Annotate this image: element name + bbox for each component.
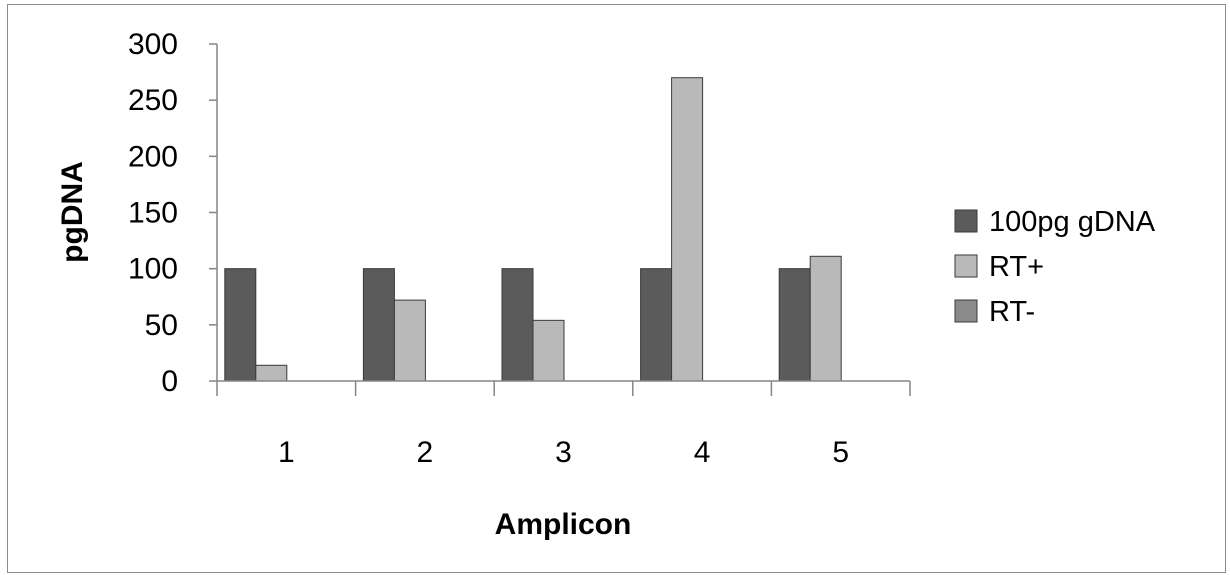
chart-frame (7, 4, 1226, 573)
bar-rt-5 (809, 255, 842, 382)
legend-label: RT+ (989, 251, 1044, 283)
x-tick-label: 5 (832, 436, 849, 469)
y-tick-label: 100 (128, 253, 178, 286)
bar-100pg-gdna-2 (362, 268, 395, 382)
bar-100pg-gdna-1 (224, 268, 257, 382)
bar-rt-3 (532, 319, 565, 382)
y-tick-label: 200 (128, 140, 178, 173)
legend-swatch (954, 299, 978, 323)
y-tick-label: 50 (145, 309, 178, 342)
y-tick-label: 300 (128, 28, 178, 61)
bar-100pg-gdna-3 (501, 268, 534, 382)
legend-swatch (954, 209, 978, 233)
y-tick-label: 250 (128, 84, 178, 117)
bars (224, 77, 842, 382)
x-tick-label: 4 (694, 436, 711, 469)
bar-rt-4 (671, 77, 704, 382)
legend-label: RT- (989, 296, 1035, 328)
x-axis-title: Amplicon (495, 508, 632, 541)
x-tick-label: 3 (555, 436, 572, 469)
bar-rt-1 (255, 364, 288, 382)
bar-100pg-gdna-4 (640, 268, 673, 382)
legend-label: 100pg gDNA (989, 206, 1156, 238)
x-tick-label: 1 (278, 436, 295, 469)
y-axis-title: pgDNA (56, 161, 89, 263)
legend-swatch (954, 254, 978, 278)
x-tick-label: 2 (417, 436, 434, 469)
bar-100pg-gdna-5 (778, 268, 811, 382)
y-axis-ticks: 0 50 100 150 200 250 300 (128, 28, 217, 398)
y-tick-label: 0 (161, 365, 178, 398)
y-tick-label: 150 (128, 197, 178, 230)
legend: 100pg gDNA RT+ RT- (954, 206, 1156, 328)
bar-rt-2 (393, 299, 426, 382)
x-axis-ticks: 1 2 3 4 5 (216, 381, 911, 469)
